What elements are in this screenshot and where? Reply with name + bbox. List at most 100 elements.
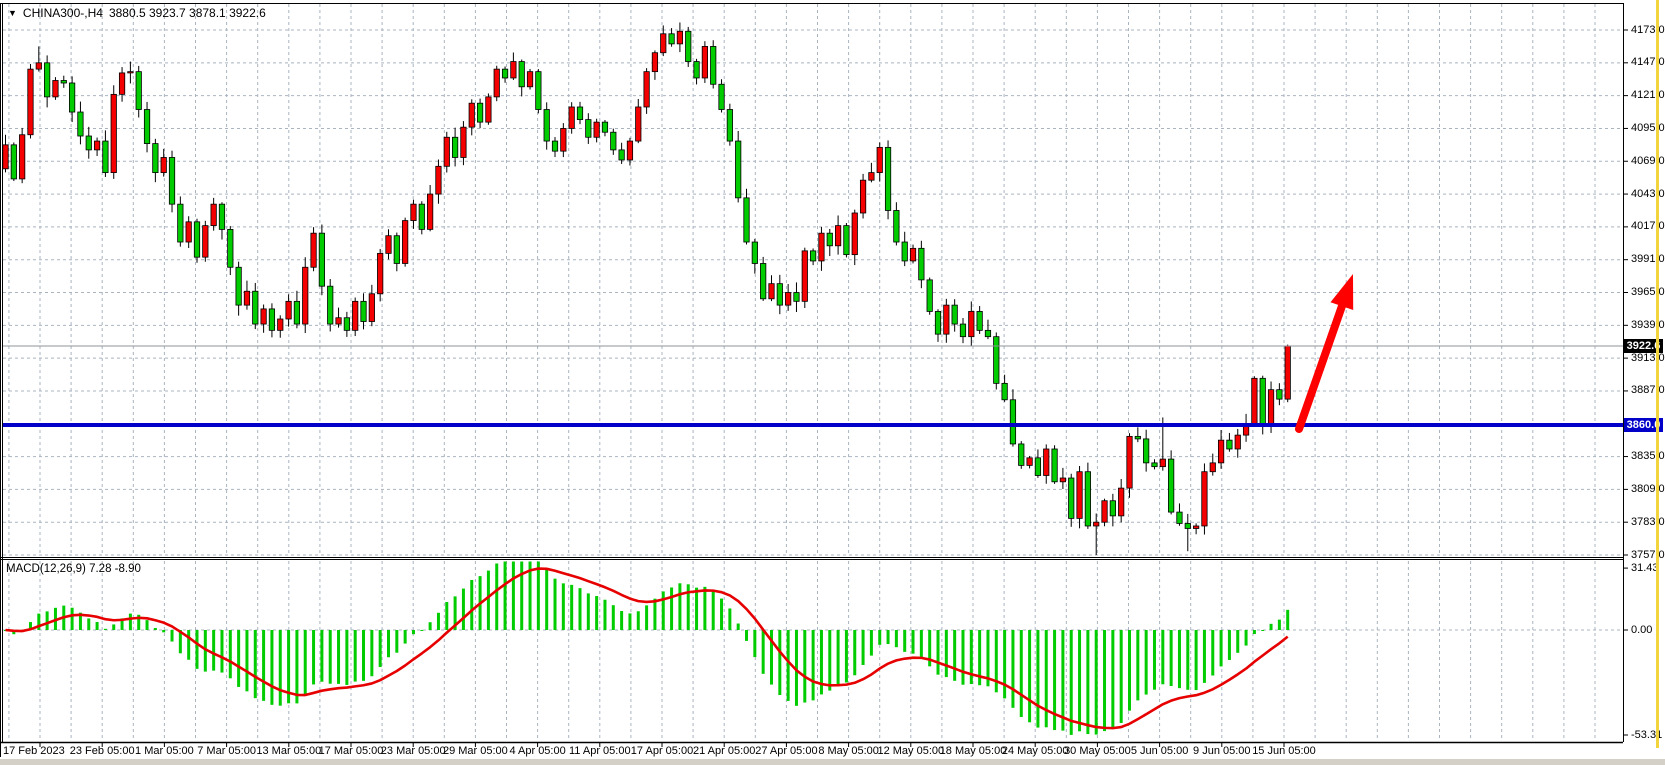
macd-bar <box>878 630 882 645</box>
bear-candle <box>227 228 234 268</box>
bear-candle <box>618 149 625 161</box>
symbol-dropdown-icon[interactable]: ▼ <box>8 8 17 18</box>
bull-candle <box>243 290 251 306</box>
bull-candle <box>385 235 392 254</box>
macd-bar <box>486 570 490 630</box>
bear-candle <box>726 109 733 142</box>
bear-candle <box>893 210 900 243</box>
time-tick-label: 1 Mar 05:00 <box>135 745 194 757</box>
bear-candle <box>318 232 325 287</box>
macd-bar <box>120 618 124 630</box>
bull-candle <box>643 71 650 108</box>
bull-candle <box>1093 521 1100 527</box>
macd-bar <box>695 587 699 630</box>
macd-bar <box>586 593 590 630</box>
bear-candle <box>810 250 817 262</box>
bull-candle <box>310 232 317 268</box>
bear-candle <box>793 292 800 302</box>
bear-candle <box>1084 471 1091 527</box>
macd-indicator-label: MACD(12,26,9) 7.28 -8.90 <box>6 563 141 575</box>
macd-bar <box>1003 630 1007 699</box>
macd-bar <box>503 561 507 630</box>
bear-candle <box>1134 435 1141 440</box>
bear-candle <box>918 247 925 281</box>
bull-candle <box>127 71 134 74</box>
trend-arrow-shaft[interactable] <box>1295 302 1346 433</box>
macd-bar <box>312 630 316 685</box>
bear-candle <box>1034 457 1042 476</box>
bear-candle <box>218 203 226 230</box>
macd-bar <box>1103 630 1107 732</box>
macd-bar <box>1227 630 1231 660</box>
bull-candle <box>1267 389 1275 426</box>
bear-candle <box>193 221 201 258</box>
bear-candle <box>760 263 767 300</box>
time-tick-label: 30 May 05:00 <box>1064 745 1131 757</box>
macd-bar <box>162 630 166 633</box>
macd-bar <box>1286 609 1290 630</box>
bear-candle <box>826 232 833 247</box>
bear-candle <box>743 197 750 243</box>
bull-candle <box>19 134 26 180</box>
time-tick-label: 24 May 05:00 <box>1001 745 1069 757</box>
macd-bar <box>270 630 274 705</box>
bull-candle <box>493 68 500 98</box>
macd-bar <box>1177 630 1181 689</box>
symbol-period-label: CHINA300-,H4 <box>22 6 103 20</box>
macd-bar <box>1194 630 1198 691</box>
macd-bar <box>736 623 740 630</box>
macd-bar <box>1186 630 1190 690</box>
macd-bar <box>1169 630 1173 687</box>
macd-bar <box>919 630 923 659</box>
time-tick-label: 13 Mar 05:00 <box>256 745 322 757</box>
macd-bar <box>553 578 557 630</box>
bull-candle <box>1251 377 1258 425</box>
macd-bar <box>1211 630 1215 676</box>
macd-bar <box>661 591 665 630</box>
time-tick-label: 29 Mar 05:00 <box>442 745 508 757</box>
bull-candle <box>377 252 384 295</box>
macd-bar <box>728 608 732 630</box>
macd-bar <box>170 630 174 642</box>
bear-candle <box>10 144 17 180</box>
bull-candle <box>1201 471 1208 527</box>
macd-bar <box>828 630 832 691</box>
time-tick-label: 4 Apr 05:00 <box>509 745 566 757</box>
bull-candle <box>1234 434 1241 450</box>
trend-arrow-head[interactable] <box>1330 274 1354 310</box>
bear-candle <box>710 46 717 85</box>
macd-bar <box>1069 630 1073 735</box>
bear-candle <box>1068 477 1075 519</box>
macd-bar <box>745 630 749 641</box>
bull-candle <box>1043 448 1050 476</box>
macd-bar <box>245 630 249 692</box>
macd-bar <box>253 630 257 699</box>
bull-candle <box>1101 500 1108 523</box>
macd-bar <box>1144 630 1148 695</box>
price-tick-label: 4095.0 <box>1631 121 1665 134</box>
bear-candle <box>1001 382 1008 401</box>
bear-candle <box>293 300 301 325</box>
time-tick-label: 23 Feb 05:00 <box>69 745 135 757</box>
macd-bar <box>403 630 407 644</box>
ohlc-values: 3880.5 3923.7 3878.1 3922.6 <box>108 6 266 20</box>
macd-bar <box>470 579 474 630</box>
bear-candle <box>1168 458 1175 513</box>
price-tick-label: 3913.0 <box>1631 351 1665 364</box>
bear-candle <box>452 136 459 158</box>
price-tick-label: 4121.0 <box>1631 89 1665 102</box>
bear-candle <box>1151 462 1158 468</box>
price-tick-label: 3757.0 <box>1631 548 1665 561</box>
macd-bar <box>978 630 982 686</box>
macd-bar <box>761 630 765 674</box>
bull-candle <box>118 72 126 95</box>
macd-bar <box>653 598 657 630</box>
macd-bar <box>1119 630 1123 723</box>
macd-bar <box>220 630 224 673</box>
macd-bar <box>561 583 565 630</box>
macd-bar <box>953 630 957 681</box>
bull-candle <box>402 220 409 264</box>
macd-bar <box>944 630 948 678</box>
bull-candle <box>110 93 117 174</box>
